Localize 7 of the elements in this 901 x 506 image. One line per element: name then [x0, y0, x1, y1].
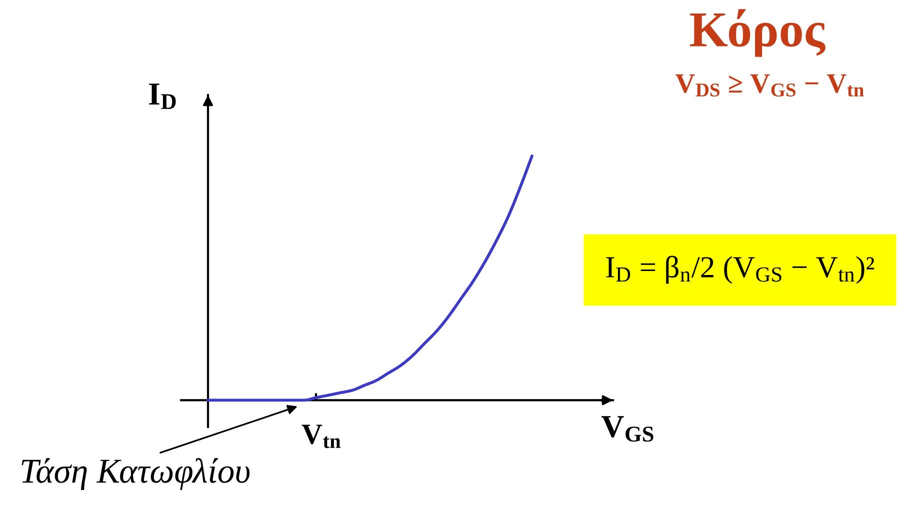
y-axis-title: I$_{D}$ — [149, 84, 176, 109]
text: Κόρος — [690, 9, 826, 57]
x-axis-title: V$_{GS}$ — [601, 416, 654, 442]
text: V$_{DS}$ ≥ V$_{GS}$ − V$_{tn}$ — [675, 74, 864, 97]
annotation: V$_{tn}$ — [302, 424, 341, 448]
text: Τάση Κατωφλίου — [22, 458, 250, 490]
text: I$_{D}$ = β$_{n}$/2 (V$_{GS}$ − V$_{tn}$)² — [606, 256, 874, 284]
